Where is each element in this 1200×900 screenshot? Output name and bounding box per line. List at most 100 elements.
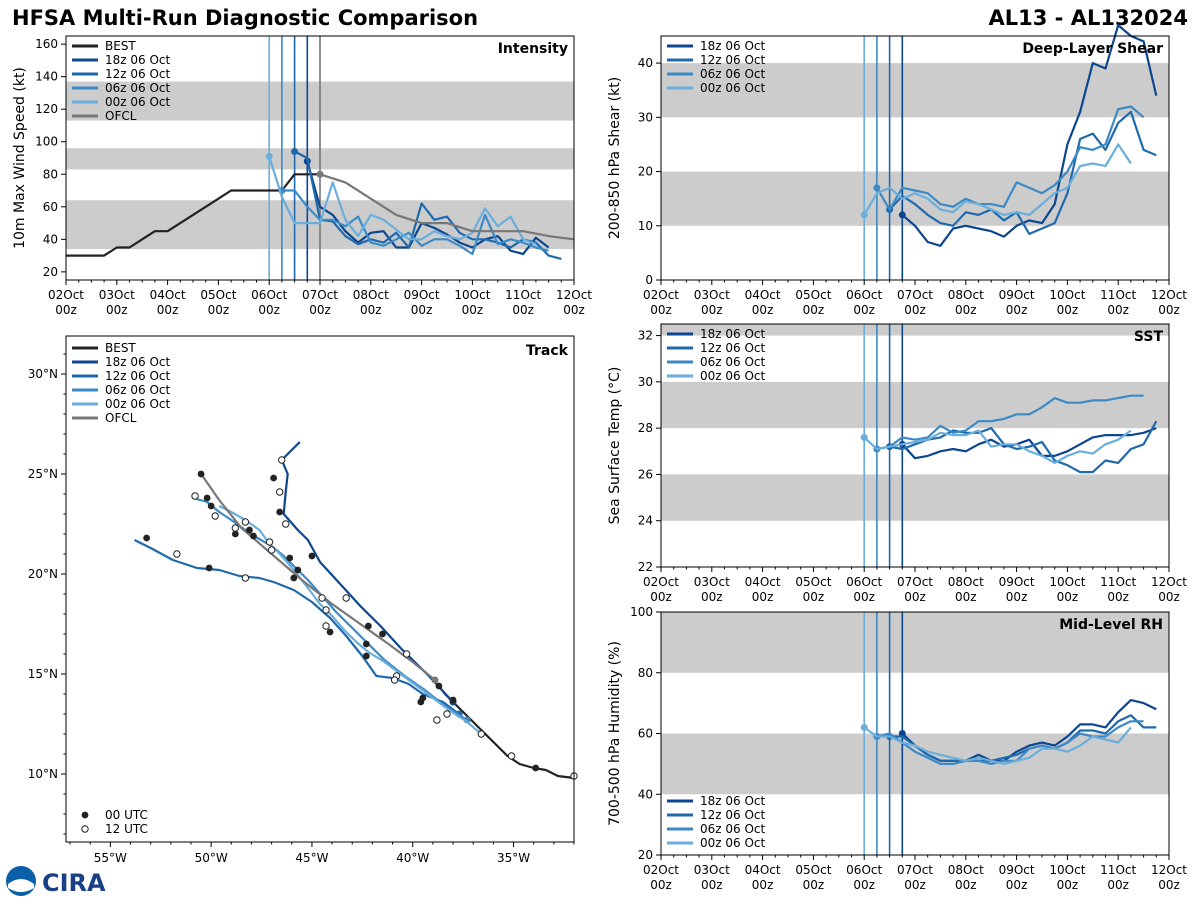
rh-chart: 02Oct00z03Oct00z04Oct00z05Oct00z06Oct00z…	[607, 605, 1187, 892]
track-point-00utc	[379, 630, 386, 638]
x-tick-label-hour: 00z	[258, 303, 280, 317]
x-tick-label-hour: 00z	[955, 590, 977, 604]
x-tick-label-date: 04Oct	[745, 288, 781, 302]
track-point-12utc	[191, 492, 199, 500]
track-point-12utc	[402, 650, 411, 658]
x-tick-label-hour: 00z	[701, 590, 723, 604]
x-tick-label-date: 06Oct	[846, 863, 882, 877]
x-tick-label: 35°W	[497, 851, 530, 865]
series-line-r18	[901, 24, 1158, 247]
track-point-00utc	[362, 640, 370, 648]
x-tick-label-date: 07Oct	[897, 575, 933, 589]
y-tick-label: 32	[638, 329, 653, 343]
legend-label: BEST	[105, 39, 136, 53]
x-tick-label-hour: 00z	[904, 590, 926, 604]
track-point-00utc	[203, 494, 211, 502]
track-line-r18	[280, 441, 454, 703]
track-point-12utc	[265, 538, 274, 546]
x-tick-label: 55°W	[94, 851, 127, 865]
x-tick-label-hour: 00z	[1006, 590, 1028, 604]
sst-chart: 02Oct00z03Oct00z04Oct00z05Oct00z06Oct00z…	[607, 323, 1187, 604]
plot-frame	[65, 335, 575, 843]
legend-label: OFCL	[105, 109, 137, 123]
noaa-bird-icon	[8, 879, 34, 892]
x-tick-label-hour: 00z	[208, 303, 230, 317]
y-tick-label: 140	[35, 70, 58, 84]
y-tick-label: 40	[638, 56, 653, 70]
legend-label: 12z 06 Oct	[105, 67, 171, 81]
track-point-00utc	[364, 622, 372, 630]
storm-id: AL13 - AL132024	[988, 6, 1189, 30]
shear-chart: 02Oct00z03Oct00z04Oct00z05Oct00z06Oct00z…	[607, 24, 1187, 317]
y-tick-label: 160	[35, 37, 58, 51]
track-point-12utc	[477, 730, 485, 738]
track-point-00utc	[435, 682, 443, 690]
panel-title: Mid-Level RH	[1059, 617, 1163, 633]
x-tick-label-date: 05Oct	[795, 288, 831, 302]
y-tick-label: 100	[630, 605, 653, 619]
track-line-BEST	[432, 679, 575, 780]
y-tick-label: 120	[35, 102, 58, 116]
x-tick-label-date: 02Oct	[643, 575, 679, 589]
legend-label: 00z 06 Oct	[700, 836, 766, 850]
x-tick-label-hour: 00z	[904, 303, 926, 317]
x-tick-label-date: 02Oct	[643, 863, 679, 877]
y-tick-label: 80	[638, 666, 653, 680]
x-tick-label-date: 04Oct	[150, 288, 186, 302]
legend-label: 12 UTC	[105, 822, 148, 836]
y-tick-label: 60	[638, 727, 653, 741]
series-start-point	[316, 170, 324, 178]
x-tick-label-date: 03Oct	[694, 288, 730, 302]
x-tick-label-date: 03Oct	[99, 288, 135, 302]
legend-label: 18z 06 Oct	[105, 53, 171, 67]
legend-label: 00z 06 Oct	[700, 369, 766, 383]
x-tick-label-date: 11Oct	[505, 288, 541, 302]
x-tick-label-date: 05Oct	[795, 863, 831, 877]
series-line-r06	[876, 720, 1144, 765]
series-line-BEST	[66, 173, 320, 257]
x-tick-label-hour: 00z	[1158, 590, 1180, 604]
shaded-band	[661, 474, 1169, 521]
x-tick-label-date: 10Oct	[1049, 288, 1085, 302]
series-line-r18	[901, 427, 1157, 460]
track-point-12utc	[433, 716, 441, 724]
x-tick-label-date: 11Oct	[1100, 288, 1136, 302]
y-tick-label: 30	[638, 375, 653, 389]
x-tick-label-hour: 00z	[1107, 303, 1129, 317]
track-point-12utc	[322, 622, 330, 630]
intensity-chart: 02Oct00z03Oct00z04Oct00z05Oct00z06Oct00z…	[12, 35, 592, 317]
x-tick-label-date: 02Oct	[643, 288, 679, 302]
shaded-band	[661, 381, 1169, 429]
y-tick-label: 20°N	[28, 567, 58, 581]
track-point-12utc	[173, 550, 181, 558]
legend-label: 06z 06 Oct	[700, 67, 766, 81]
y-tick-label: 20	[638, 848, 653, 862]
panel-title: Track	[526, 343, 569, 359]
x-tick-label-date: 05Oct	[200, 288, 236, 302]
series-start-point	[898, 211, 906, 219]
y-tick-label: 100	[35, 135, 58, 149]
legend-label: OFCL	[105, 411, 137, 425]
track-line-r12	[134, 539, 460, 715]
x-tick-label-hour: 00z	[1107, 878, 1129, 892]
legend-label: 00 UTC	[105, 808, 148, 822]
x-tick-label-date: 10Oct	[1049, 575, 1085, 589]
y-tick-label: 26	[638, 467, 653, 481]
legend-label: 12z 06 Oct	[105, 369, 171, 383]
x-tick-label-hour: 00z	[803, 303, 825, 317]
legend-label: 18z 06 Oct	[700, 794, 766, 808]
track-point-12utc	[275, 488, 284, 496]
x-tick-label-date: 08Oct	[353, 288, 389, 302]
x-tick-label-hour: 00z	[853, 878, 875, 892]
panel-title: SST	[1134, 329, 1164, 345]
x-tick-label-hour: 00z	[853, 590, 875, 604]
x-tick-label-date: 08Oct	[948, 288, 984, 302]
track-point-00utc	[294, 566, 302, 574]
panel-title: Deep-Layer Shear	[1022, 41, 1163, 57]
x-tick-label-hour: 00z	[309, 303, 331, 317]
shaded-band	[661, 171, 1169, 226]
x-tick-label-hour: 00z	[955, 878, 977, 892]
track-point-12utc	[277, 456, 286, 464]
